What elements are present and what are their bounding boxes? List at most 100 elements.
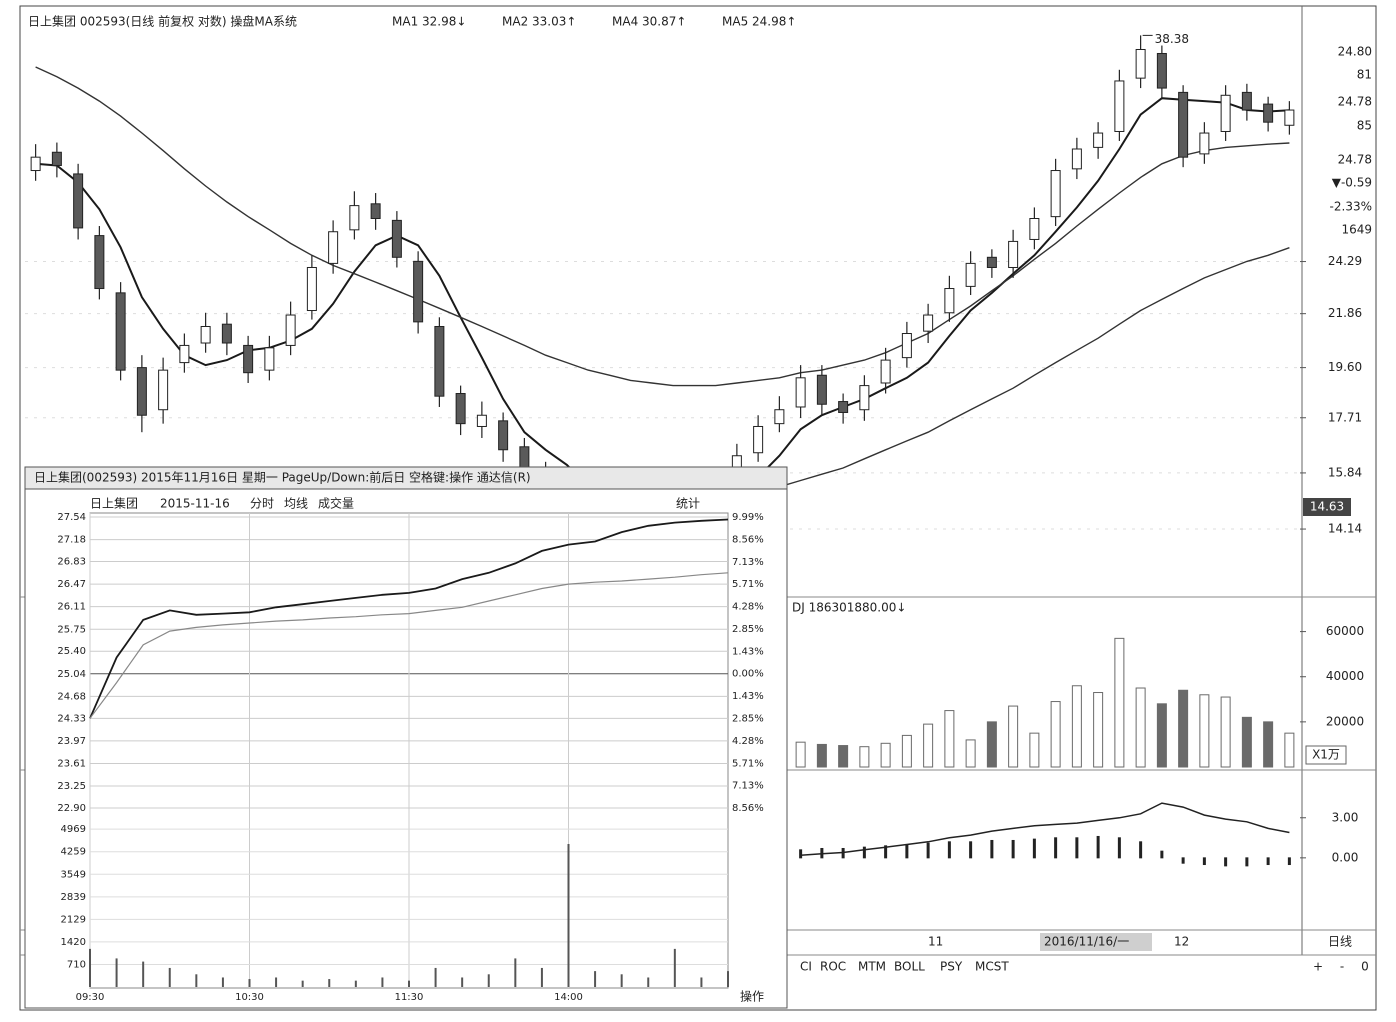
- y-tick-label: 60000: [1326, 624, 1364, 638]
- y2-tick-label: 5.71%: [732, 579, 764, 590]
- volume-bar: [986, 721, 997, 768]
- candle-body: [115, 292, 126, 371]
- volume-bar: [1029, 732, 1040, 768]
- candle-body: [413, 260, 424, 323]
- y-tick-label: 25.04: [57, 669, 86, 680]
- x-tick-label: 14:00: [554, 992, 583, 1003]
- macd-bar: [1054, 837, 1058, 859]
- tab[interactable]: ROC: [820, 960, 846, 974]
- ma-label: MA1 32.98↓: [392, 15, 466, 29]
- volume-bar: [1008, 705, 1019, 768]
- candle-body: [774, 409, 785, 425]
- candle-body: [285, 314, 296, 346]
- y-tick-label: 25.40: [57, 646, 86, 657]
- series-name: 均线: [284, 497, 308, 511]
- zoom-button[interactable]: 0: [1361, 960, 1369, 974]
- popup-button[interactable]: 统计: [676, 497, 700, 511]
- tab[interactable]: PSY: [940, 960, 963, 974]
- macd-bar: [926, 842, 930, 859]
- ma-label: MA5 24.98↑: [722, 15, 796, 29]
- tab[interactable]: BOLL: [894, 960, 925, 974]
- x-tick-label: 11:30: [395, 992, 424, 1003]
- period-label[interactable]: 日线: [1328, 935, 1352, 949]
- y-tick-label: 24.29: [1328, 254, 1362, 268]
- y-tick-label: 4259: [61, 847, 86, 858]
- volume-bar: [1284, 732, 1295, 768]
- y2-tick-label: 5.71%: [732, 758, 764, 769]
- macd-bar: [947, 841, 951, 859]
- y-tick-label: 4969: [61, 824, 86, 835]
- candle-body: [1135, 48, 1146, 79]
- macd-bar: [1181, 857, 1185, 864]
- volume-bar: [1093, 692, 1104, 768]
- volume-bar: [838, 745, 849, 768]
- ma-label: MA4 30.87↑: [612, 15, 686, 29]
- high-annotation: 38.38: [1155, 32, 1189, 46]
- tab[interactable]: MCST: [975, 960, 1009, 974]
- macd-bar: [1287, 857, 1291, 866]
- y-tick-label: 26.83: [57, 557, 86, 568]
- info-value: ▼-0.59: [1332, 176, 1372, 190]
- candle-body: [1029, 218, 1040, 240]
- zoom-button[interactable]: +: [1313, 960, 1323, 974]
- tab[interactable]: CI: [800, 960, 812, 974]
- tab[interactable]: MTM: [858, 960, 886, 974]
- macd-bar: [969, 841, 973, 859]
- candle-body: [795, 377, 806, 408]
- candle-body: [1263, 103, 1274, 123]
- y2-tick-label: 2.85%: [732, 624, 764, 635]
- candle-body: [880, 359, 891, 384]
- volume-bar: [1220, 696, 1231, 768]
- info-value: 85: [1357, 119, 1372, 133]
- candle-body: [859, 385, 870, 411]
- candle-body: [221, 323, 232, 344]
- volume-bar: [1135, 687, 1146, 768]
- volume-bar: [1071, 685, 1082, 768]
- ma-line: [35, 66, 1290, 387]
- y2-tick-label: 9.99%: [732, 512, 764, 523]
- candle-body: [1050, 170, 1061, 218]
- popup-header: 2015-11-16: [160, 497, 230, 511]
- zoom-button[interactable]: -: [1340, 960, 1344, 974]
- macd-bar: [1096, 835, 1100, 859]
- candle-body: [476, 414, 487, 427]
- y-tick-label: 19.60: [1328, 360, 1362, 374]
- y-tick-label: 26.11: [57, 602, 86, 613]
- macd-bar: [884, 845, 888, 859]
- candle-body: [1220, 94, 1231, 132]
- candle-body: [370, 203, 381, 220]
- popup-titlebar: [24, 466, 788, 490]
- candle-body: [73, 173, 84, 229]
- candle-body: [94, 235, 105, 290]
- y-tick-label: 3.00: [1332, 810, 1359, 824]
- popup-button[interactable]: 操作: [740, 989, 764, 1004]
- candle-body: [434, 325, 445, 397]
- info-value: 1649: [1341, 223, 1372, 237]
- candle-body: [1178, 91, 1189, 158]
- macd-bar: [1075, 837, 1079, 859]
- y-tick-label: 23.25: [57, 781, 86, 792]
- candle-body: [923, 314, 934, 332]
- y2-tick-label: 4.28%: [732, 602, 764, 613]
- unit-label: X1万: [1312, 748, 1340, 762]
- ma-line: [757, 247, 1290, 491]
- volume-bar: [1114, 637, 1125, 768]
- series-name: 成交量: [318, 496, 354, 511]
- indicator-line: [800, 802, 1290, 856]
- candle-body: [328, 231, 339, 264]
- y-tick-label: 22.90: [57, 803, 86, 814]
- y-tick-label: 27.54: [57, 512, 86, 523]
- unit-box: [1305, 745, 1347, 765]
- y-tick-label: 27.18: [57, 535, 86, 546]
- current-price: 14.63: [1310, 500, 1344, 514]
- candle-body: [349, 205, 360, 231]
- macd-bar: [1011, 839, 1015, 859]
- y-tick-label: 1420: [61, 937, 86, 948]
- candle-body: [455, 393, 466, 425]
- volume-bar: [923, 723, 934, 768]
- candle-body: [306, 266, 317, 312]
- y-tick-label: 2839: [61, 892, 86, 903]
- volume-bar: [880, 742, 891, 768]
- candle-body: [986, 256, 997, 268]
